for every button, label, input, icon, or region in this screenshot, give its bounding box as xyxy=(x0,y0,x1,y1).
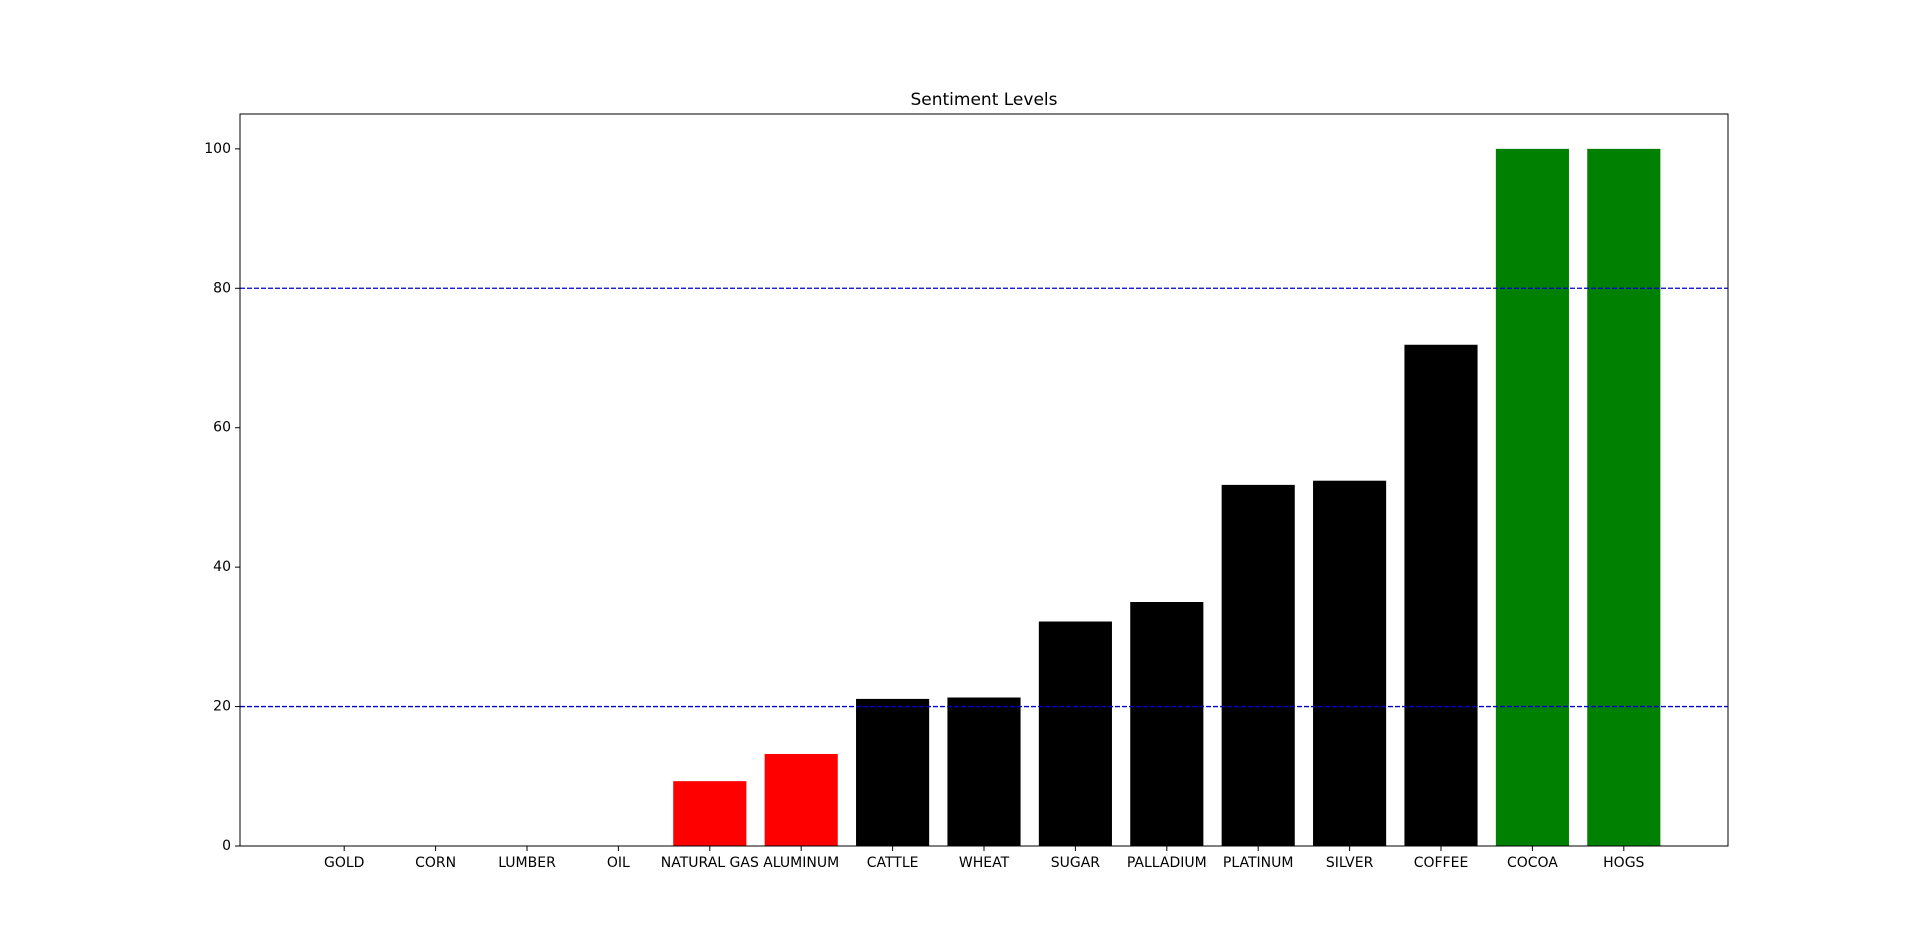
y-tick-label: 80 xyxy=(213,280,231,296)
bar xyxy=(947,697,1021,846)
y-tick-label: 100 xyxy=(204,141,231,157)
x-tick-label: SUGAR xyxy=(1051,855,1101,871)
bar xyxy=(1404,344,1478,846)
x-tick-label: GOLD xyxy=(324,855,364,871)
x-tick-label: COFFEE xyxy=(1414,855,1469,871)
bar xyxy=(764,753,838,846)
bar xyxy=(1495,148,1569,846)
x-tick-label: PALLADIUM xyxy=(1127,855,1207,871)
x-tick-label: NATURAL GAS xyxy=(661,855,759,871)
x-tick-label: COCOA xyxy=(1507,855,1558,871)
x-tick-label: CORN xyxy=(415,855,456,871)
bar xyxy=(673,781,747,846)
bar xyxy=(1130,602,1204,846)
x-tick-label: SILVER xyxy=(1326,855,1374,871)
x-tick-label: WHEAT xyxy=(959,855,1010,871)
bar xyxy=(1587,148,1661,846)
x-tick-label: PLATINUM xyxy=(1223,855,1294,871)
bar xyxy=(1313,480,1387,846)
bar xyxy=(1038,621,1112,846)
y-tick-label: 60 xyxy=(213,420,231,436)
y-tick-label: 40 xyxy=(213,559,231,575)
x-tick-label: ALUMINUM xyxy=(763,855,839,871)
chart-title: Sentiment Levels xyxy=(910,90,1057,110)
bar xyxy=(856,698,930,846)
bar xyxy=(1221,484,1295,846)
x-tick-label: HOGS xyxy=(1603,855,1644,871)
x-tick-label: OIL xyxy=(607,855,630,871)
y-tick-label: 20 xyxy=(213,699,231,715)
y-tick-label: 0 xyxy=(222,838,231,854)
x-tick-label: CATTLE xyxy=(867,855,919,871)
x-tick-label: LUMBER xyxy=(498,855,556,871)
plot-frame xyxy=(239,113,1729,847)
